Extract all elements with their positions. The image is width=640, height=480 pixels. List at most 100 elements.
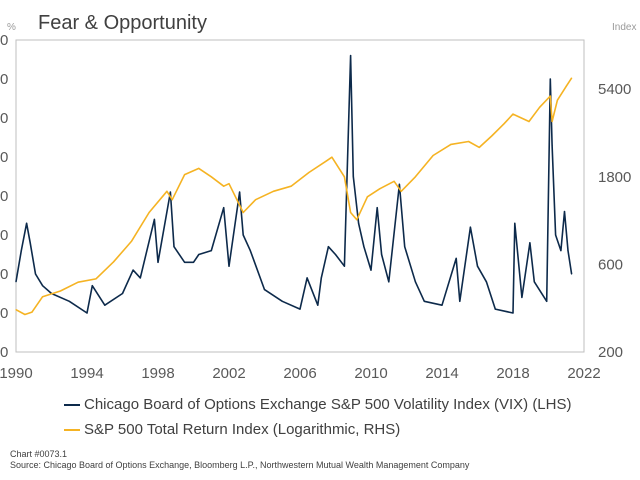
- x-tick-label: 2022: [567, 365, 600, 382]
- spx-data-point: [414, 176, 416, 178]
- vix-data-point: [521, 296, 523, 298]
- vix-data-point: [388, 281, 390, 283]
- vix-data-point: [157, 261, 159, 263]
- legend-swatch-vix: [64, 404, 80, 407]
- vix-data-point: [381, 253, 383, 256]
- left-tick-label: 0: [0, 32, 8, 49]
- vix-data-point: [350, 55, 352, 57]
- vix-data-point: [29, 242, 31, 244]
- vix-data-point: [343, 265, 345, 267]
- spx-data-point: [223, 185, 225, 187]
- vix-data-point: [494, 308, 496, 310]
- vix-data-point: [551, 144, 553, 146]
- series-lines: [15, 54, 573, 316]
- vix-data-point: [299, 308, 301, 310]
- spx-data-point: [242, 211, 244, 214]
- spx-data-point: [130, 240, 132, 242]
- chart-area: 0 0 0 0 0 0 0 0 0 200 600 1800 5400 1990 1994 1998 200…: [0, 32, 631, 382]
- vix-data-point: [459, 300, 461, 302]
- spx-data-point: [77, 281, 79, 283]
- spx-data-point: [478, 146, 480, 148]
- legend-swatch-spx: [64, 429, 80, 432]
- spx-data-point: [356, 219, 358, 221]
- spx-data-point: [379, 188, 381, 190]
- spx-data-point: [31, 311, 33, 313]
- spx-data-point: [565, 85, 567, 87]
- spx-data-point: [512, 113, 514, 115]
- vix-data-point: [376, 207, 378, 209]
- spx-data-point: [272, 190, 274, 192]
- vix-data-point: [121, 292, 124, 295]
- spx-data-point: [255, 199, 257, 201]
- vix-data-point: [26, 222, 28, 224]
- vix-data-point: [441, 304, 443, 306]
- vix-data-point: [132, 269, 134, 271]
- left-tick-label: 0: [0, 266, 8, 283]
- right-tick-label: 1800: [598, 169, 631, 186]
- vix-data-point: [370, 269, 372, 271]
- vix-data-point: [334, 253, 337, 256]
- left-axis-unit: %: [7, 22, 16, 33]
- spx-data-point: [308, 171, 310, 174]
- vix-data-point: [68, 300, 70, 302]
- vix-data-point: [249, 250, 251, 252]
- spx-data-point: [503, 123, 505, 125]
- vix-data-point: [198, 253, 200, 256]
- vix-data-point: [363, 246, 365, 248]
- spx-data-point: [198, 167, 200, 169]
- spx-data-point: [210, 176, 212, 178]
- spx-data-point: [528, 120, 530, 123]
- legend-label-vix: Chicago Board of Options Exchange S&P 50…: [84, 396, 572, 413]
- vix-data-point: [173, 246, 175, 248]
- vix-data-point: [563, 211, 566, 213]
- spx-data-point: [432, 154, 434, 157]
- vix-data-point: [91, 285, 93, 287]
- left-axis-ticks: 0 0 0 0 0 0 0 0 0: [0, 32, 8, 361]
- vix-data-point: [320, 277, 322, 279]
- left-tick-label: 0: [0, 71, 8, 88]
- vix-data-point: [184, 261, 186, 263]
- vix-data-point: [546, 300, 548, 302]
- vix-data-point: [555, 234, 557, 236]
- vix-data-point: [476, 265, 479, 267]
- spx-series-line: [15, 77, 573, 316]
- right-axis-unit: Index: [612, 22, 637, 33]
- left-tick-label: 0: [0, 149, 8, 166]
- vix-data-point: [228, 265, 230, 267]
- chart-number: Chart #0073.1: [10, 449, 68, 459]
- x-tick-label: 1998: [141, 365, 174, 382]
- spx-data-point: [15, 309, 17, 311]
- vix-data-point: [281, 300, 283, 302]
- left-tick-label: 0: [0, 305, 8, 322]
- vix-data-point: [242, 234, 244, 236]
- legend-item-spx: S&P 500 Total Return Index (Logarithmic,…: [64, 421, 400, 438]
- spx-data-point: [59, 290, 62, 292]
- spx-data-point: [400, 190, 402, 192]
- right-axis-ticks: 200 600 1800 5400: [598, 81, 631, 361]
- spx-data-point: [393, 180, 395, 182]
- vix-data-point: [34, 273, 37, 275]
- vix-data-point: [485, 281, 487, 283]
- vix-data-point: [560, 250, 562, 252]
- vix-data-point: [239, 191, 241, 193]
- vix-data-point: [571, 273, 573, 275]
- spx-data-point: [539, 106, 541, 108]
- vix-data-point: [104, 304, 106, 306]
- vix-data-point: [192, 261, 195, 263]
- left-tick-label: 0: [0, 344, 8, 361]
- spx-data-point: [24, 313, 26, 316]
- vix-data-point: [567, 250, 569, 252]
- spx-data-point: [571, 77, 573, 79]
- x-tick-label: 2002: [212, 365, 245, 382]
- spx-data-point: [366, 196, 368, 198]
- vix-data-point: [20, 250, 22, 252]
- vix-data-point: [327, 246, 329, 248]
- vix-data-point: [306, 277, 308, 279]
- spx-data-point: [42, 296, 44, 298]
- vix-data-point: [153, 218, 155, 220]
- spx-data-point: [468, 140, 470, 143]
- legend-label-spx: S&P 500 Total Return Index (Logarithmic,…: [84, 421, 401, 438]
- right-tick-label: 5400: [598, 81, 631, 98]
- vix-data-point: [352, 175, 354, 178]
- vix-data-point: [223, 207, 225, 209]
